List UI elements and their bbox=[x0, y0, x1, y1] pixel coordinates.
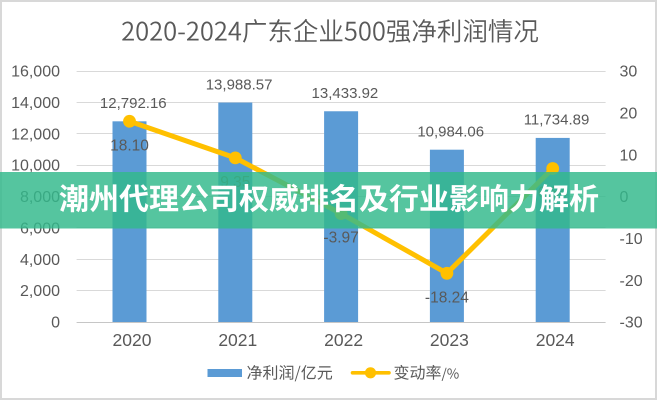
svg-text:-18.24: -18.24 bbox=[425, 289, 469, 306]
svg-text:11,734.89: 11,734.89 bbox=[524, 112, 590, 129]
svg-text:2022: 2022 bbox=[324, 330, 363, 350]
svg-text:14,000: 14,000 bbox=[11, 95, 60, 112]
svg-text:2020: 2020 bbox=[113, 330, 152, 350]
svg-text:12,000: 12,000 bbox=[11, 126, 60, 143]
svg-text:2021: 2021 bbox=[218, 330, 257, 350]
svg-text:18.10: 18.10 bbox=[110, 137, 149, 154]
svg-text:10,984.06: 10,984.06 bbox=[417, 123, 484, 140]
svg-text:30: 30 bbox=[620, 64, 638, 81]
svg-text:10,000: 10,000 bbox=[11, 158, 60, 175]
svg-text:2023: 2023 bbox=[430, 330, 469, 350]
svg-text:-3.97: -3.97 bbox=[323, 230, 358, 247]
svg-text:2024: 2024 bbox=[536, 330, 575, 350]
svg-text:2,000: 2,000 bbox=[20, 283, 60, 300]
svg-text:16,000: 16,000 bbox=[11, 64, 60, 81]
svg-text:13,433.92: 13,433.92 bbox=[312, 85, 379, 102]
svg-text:-30: -30 bbox=[620, 315, 643, 332]
svg-text:0: 0 bbox=[51, 315, 60, 332]
svg-text:4,000: 4,000 bbox=[20, 252, 60, 269]
svg-text:10: 10 bbox=[620, 147, 638, 164]
svg-text:-20: -20 bbox=[620, 273, 643, 290]
svg-text:12,792.16: 12,792.16 bbox=[100, 95, 167, 112]
svg-text:-10: -10 bbox=[620, 231, 643, 248]
svg-text:20: 20 bbox=[620, 105, 638, 122]
svg-text:13,988.57: 13,988.57 bbox=[206, 76, 273, 93]
